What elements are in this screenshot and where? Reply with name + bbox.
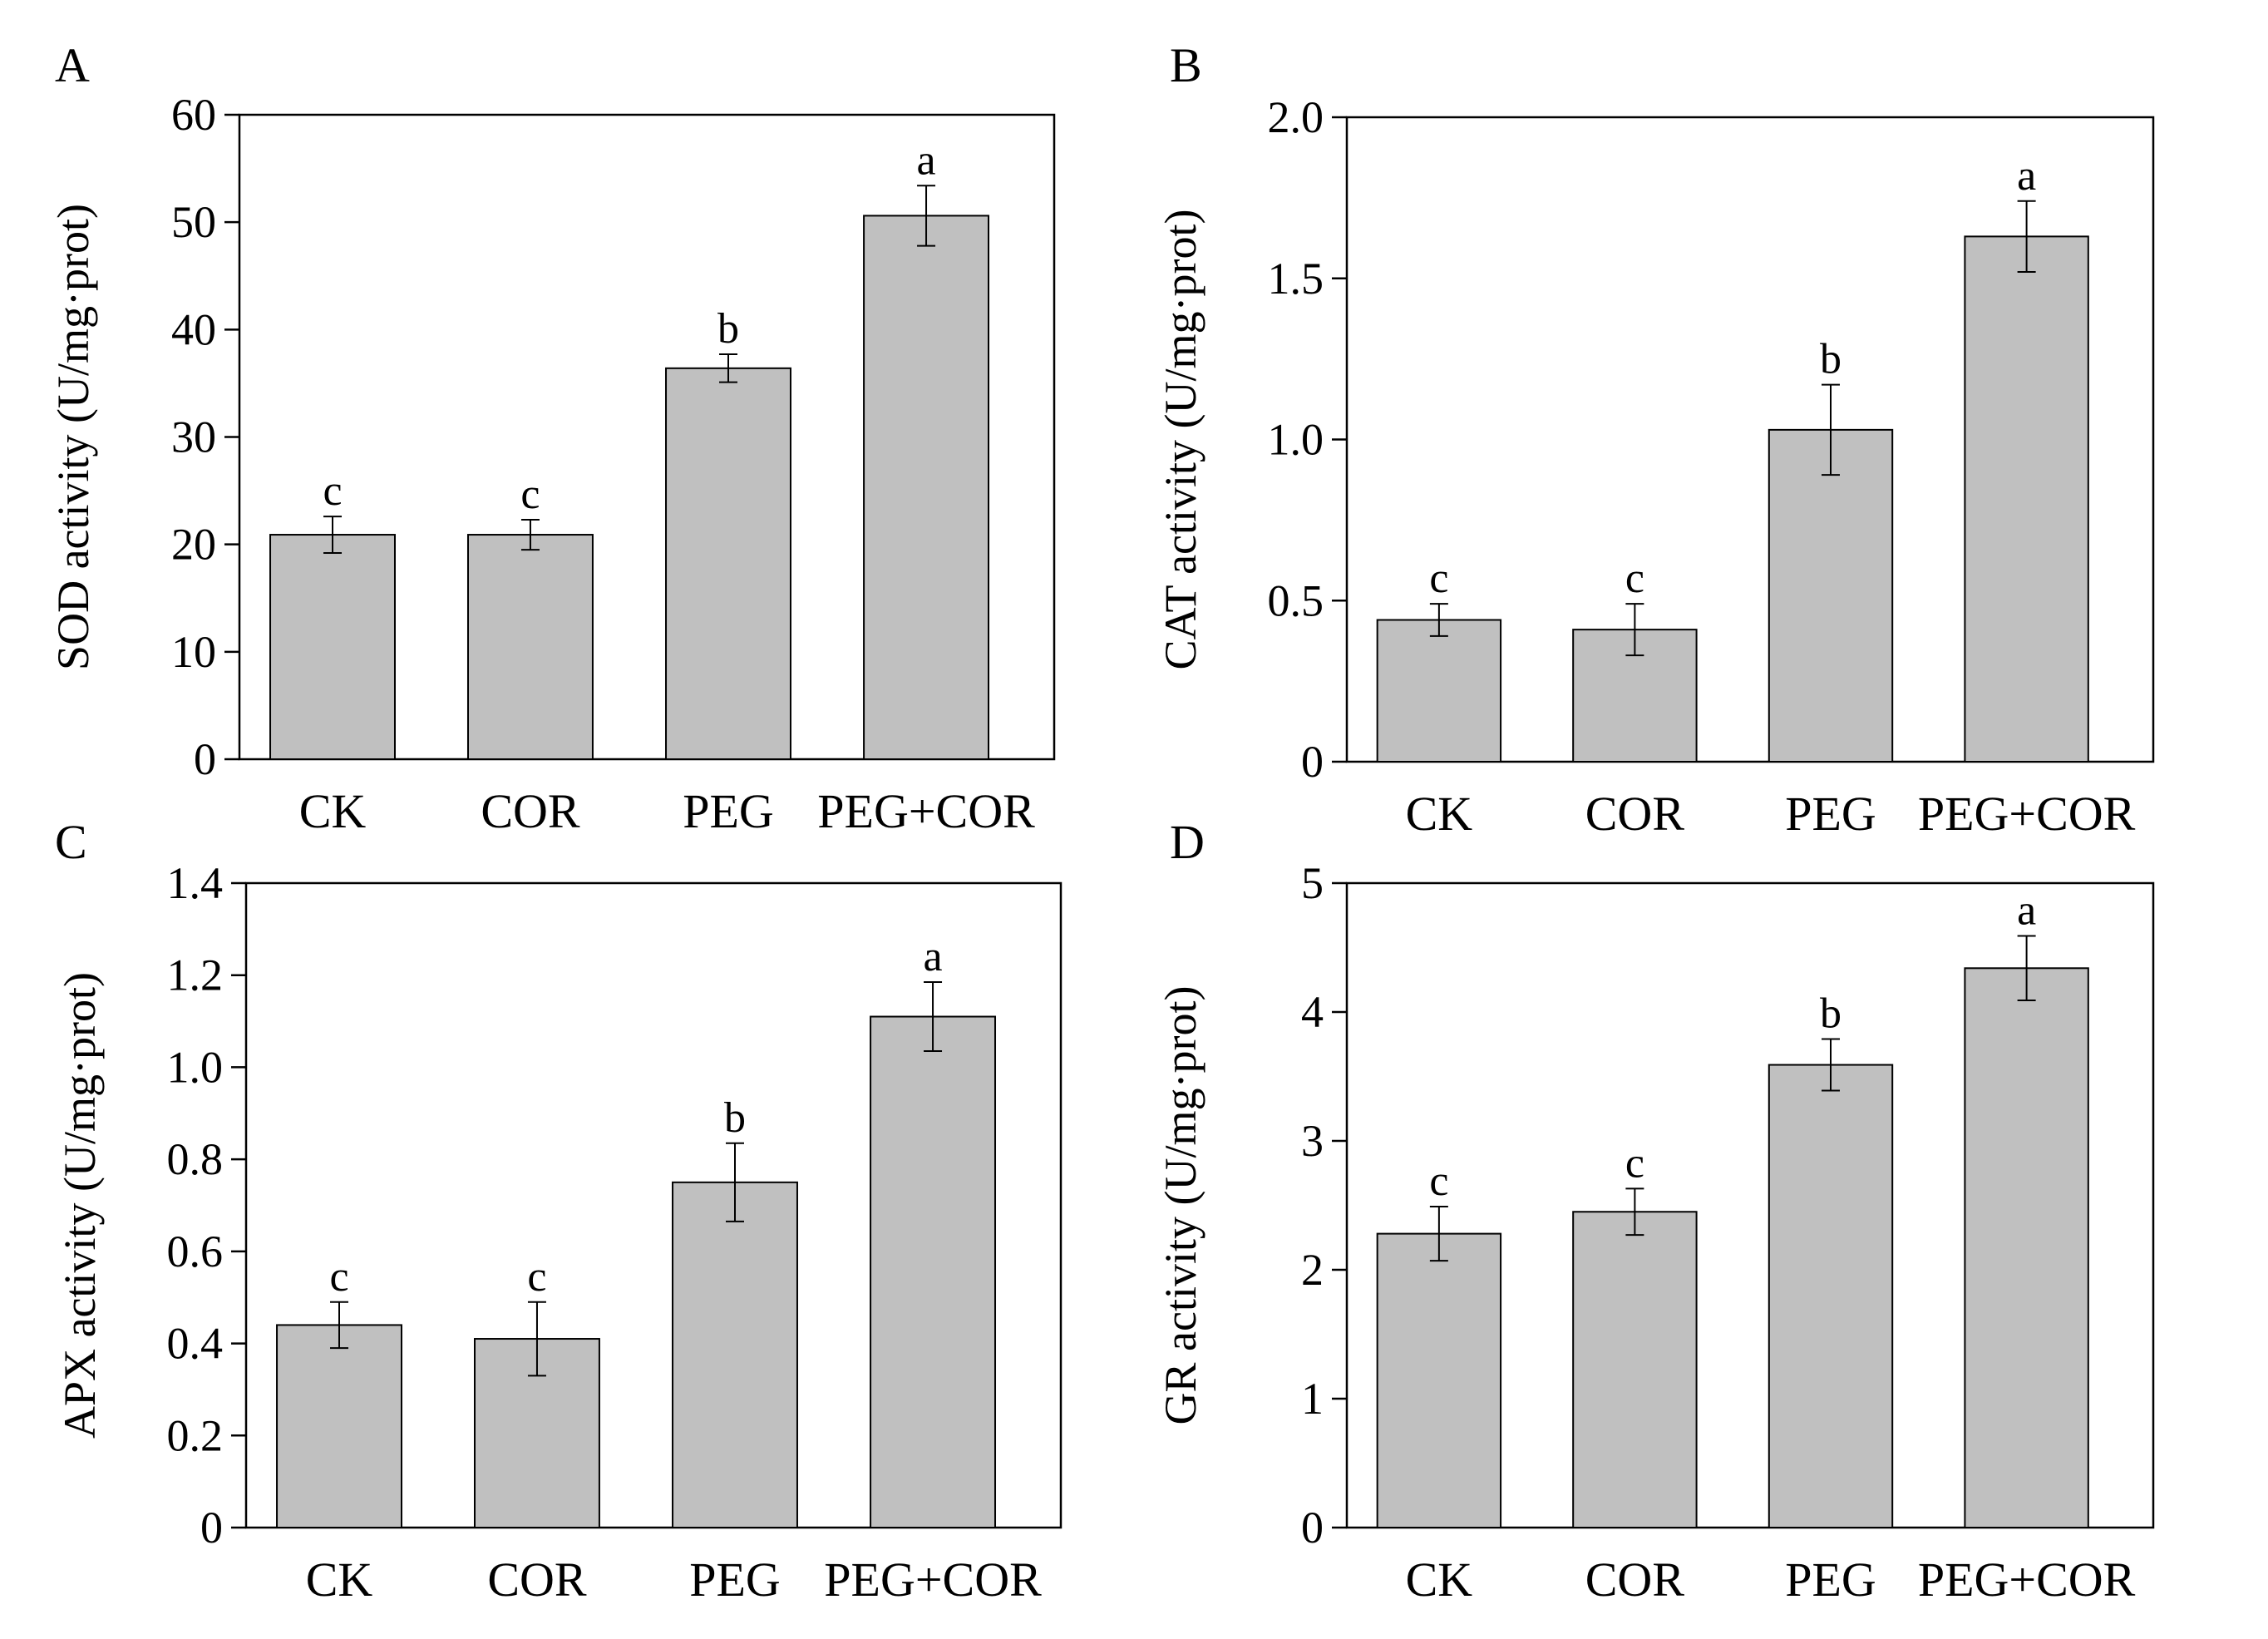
bar-peg [665, 367, 791, 760]
significance-letter: c [1625, 1139, 1644, 1187]
panel-letter: D [1170, 815, 1205, 869]
significance-letter: c [329, 1253, 348, 1301]
x-tick-label: COR [1585, 787, 1685, 841]
significance-letter: c [527, 1253, 546, 1301]
panel-letter: C [55, 815, 87, 869]
panel-c: C 0 0.2 0.4 0.6 0.8 1.0 1.2 1.4 APX activity (U/m… [55, 815, 1063, 1607]
bar-peg [1768, 428, 1894, 763]
significance-letter: b [717, 305, 739, 353]
bar-ck [1376, 1232, 1502, 1528]
significance-letter: b [1820, 336, 1842, 383]
panel-letter: B [1170, 38, 1202, 92]
y-tick-label: 0.5 [1268, 575, 1324, 625]
panel-letter: A [55, 38, 90, 92]
y-tick-label: 1.0 [167, 1042, 224, 1092]
x-tick-label: CK [1406, 787, 1473, 841]
x-tick-label: COR [487, 1553, 587, 1607]
y-tick-label: 30 [171, 412, 216, 462]
significance-letter: a [2017, 887, 2036, 935]
significance-letter: c [1429, 1158, 1448, 1205]
y-tick-label: 0.8 [167, 1134, 224, 1184]
y-axis-title: APX activity (U/mg·prot) [55, 972, 105, 1439]
x-tick-label: CK [1406, 1553, 1473, 1607]
y-axis-title: SOD activity (U/mg·prot) [48, 204, 98, 670]
bar-peg-plus-cor [1964, 967, 2089, 1529]
y-tick-label: 1 [1301, 1374, 1324, 1424]
x-tick-label: COR [481, 784, 580, 838]
y-tick-label: 0 [194, 734, 216, 784]
x-tick-label: PEG+COR [1918, 1553, 2136, 1607]
y-tick-label: 50 [171, 197, 216, 247]
y-tick-label: 4 [1301, 987, 1324, 1037]
significance-letter: c [520, 471, 540, 518]
y-tick-label: 1.2 [167, 950, 224, 1000]
y-tick-label: 1.4 [167, 858, 224, 908]
panel-a: A 0 10 20 30 40 50 60 SOD activity (U/mg·prot) c C… [48, 38, 1056, 838]
significance-letter: b [1820, 990, 1842, 1038]
significance-letter: c [1625, 555, 1644, 602]
y-tick-label: 1.5 [1268, 254, 1324, 304]
bar-peg-plus-cor [870, 1015, 997, 1529]
significance-letter: a [2017, 152, 2036, 200]
bar-peg [1768, 1064, 1894, 1529]
significance-letter: a [916, 136, 935, 184]
y-tick-label: 60 [171, 90, 216, 140]
x-tick-label: PEG+COR [824, 1553, 1042, 1607]
y-tick-label: 5 [1301, 858, 1324, 908]
significance-letter: c [323, 467, 342, 515]
y-tick-label: 40 [171, 304, 216, 354]
x-tick-label: CK [299, 784, 367, 838]
bar-ck [276, 1324, 402, 1529]
y-tick-label: 10 [171, 627, 216, 677]
x-tick-label: PEG [683, 784, 774, 838]
plot-frame [244, 881, 1063, 1529]
x-tick-label: PEG+COR [1918, 787, 2136, 841]
y-tick-label: 3 [1301, 1116, 1324, 1166]
significance-letter: a [923, 933, 942, 980]
significance-letter: b [724, 1094, 746, 1142]
y-tick-label: 0 [1301, 737, 1324, 787]
y-tick-label: 20 [171, 520, 216, 570]
bar-cor [466, 534, 594, 761]
bar-ck [1376, 619, 1502, 763]
x-tick-label: PEG [689, 1553, 781, 1607]
y-axis-title: CAT activity (U/mg·prot) [1156, 210, 1205, 670]
bar-cor [1572, 1211, 1698, 1528]
plot-frame [1345, 881, 2155, 1529]
bar-peg-plus-cor [863, 215, 990, 760]
y-tick-label: 2 [1301, 1245, 1324, 1295]
y-tick-label: 0 [1301, 1503, 1324, 1553]
x-tick-label: PEG [1785, 787, 1876, 841]
bar-peg [672, 1181, 798, 1528]
bar-peg-plus-cor [1964, 235, 2089, 763]
x-tick-label: COR [1585, 1553, 1685, 1607]
y-tick-label: 0 [200, 1503, 223, 1553]
y-tick-label: 0.4 [167, 1319, 224, 1369]
y-axis-title: GR activity (U/mg·prot) [1156, 986, 1205, 1425]
bar-ck [269, 534, 396, 761]
x-tick-label: PEG+COR [817, 784, 1035, 838]
y-tick-label: 2.0 [1268, 92, 1324, 142]
panel-b: B 0 0.5 1.0 1.5 2.0 CAT activity (U/mg·prot) c C… [1156, 38, 2155, 841]
significance-letter: c [1429, 555, 1448, 602]
y-tick-label: 1.0 [1268, 415, 1324, 465]
panel-d: D 0 1 2 3 4 5 GR activity (U/mg·prot) c CK c COR b PE… [1156, 815, 2155, 1607]
x-tick-label: PEG [1785, 1553, 1876, 1607]
y-tick-label: 0.6 [167, 1227, 224, 1276]
y-tick-label: 0.2 [167, 1410, 224, 1460]
x-tick-label: CK [306, 1553, 373, 1607]
